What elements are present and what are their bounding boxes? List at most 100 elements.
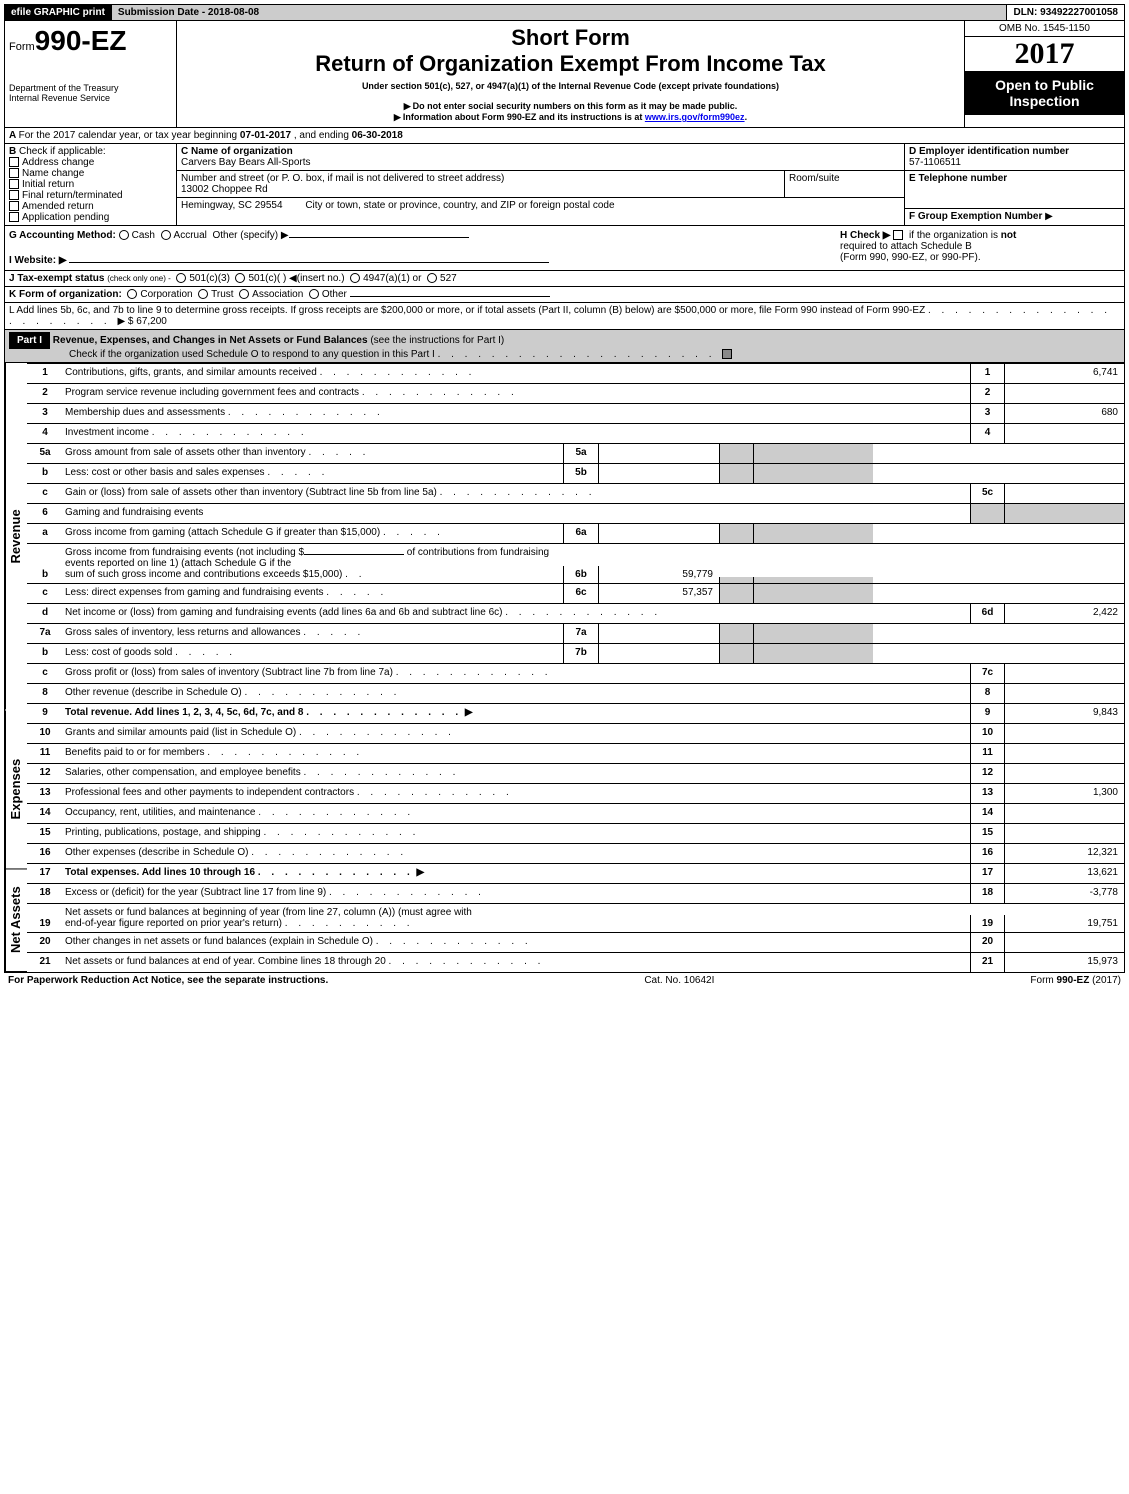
line-a-end: 06-30-2018: [352, 130, 403, 141]
line-16: 16 Other expenses (describe in Schedule …: [27, 843, 1124, 863]
irs-link[interactable]: www.irs.gov/form990ez: [645, 112, 745, 122]
city-state: Hemingway, SC 29554: [181, 200, 283, 211]
line-14: 14 Occupancy, rent, utilities, and maint…: [27, 803, 1124, 823]
submission-date: Submission Date - 2018-08-08: [111, 5, 1008, 20]
footer-right-post: (2017): [1089, 975, 1121, 986]
line-6: 6 Gaming and fundraising events: [27, 503, 1124, 523]
efile-label: efile GRAPHIC print: [5, 5, 111, 20]
line-a-pre: For the 2017 calendar year, or tax year …: [19, 130, 240, 141]
form-number: 990-EZ: [35, 25, 127, 56]
l-amount: ▶ $ 67,200: [117, 316, 166, 327]
page-footer: For Paperwork Reduction Act Notice, see …: [4, 973, 1125, 988]
h-pre: H Check ▶: [840, 230, 890, 241]
line-b: b Less: cost or other basis and sales ex…: [27, 463, 1124, 483]
line-a-begin: 07-01-2017: [240, 130, 291, 141]
note-ssn: Do not enter social security numbers on …: [413, 101, 738, 111]
checkbox-application-pending[interactable]: [9, 212, 19, 222]
expenses-label: Expenses: [5, 710, 27, 869]
open-to-public: Open to Public Inspection: [965, 71, 1124, 115]
part-i-label: Part I: [9, 332, 50, 349]
l-text: L Add lines 5b, 6c, and 7b to line 9 to …: [9, 305, 925, 316]
line-3: 3 Membership dues and assessments . . . …: [27, 403, 1124, 423]
radio-501c3[interactable]: [176, 273, 186, 283]
line-a: a Gross income from gaming (attach Sched…: [27, 523, 1124, 543]
line-11: 11 Benefits paid to or for members . . .…: [27, 743, 1124, 763]
j-sub: (check only one) -: [107, 274, 171, 283]
i-label: I Website: ▶: [9, 255, 67, 266]
city-label: City or town, state or province, country…: [305, 200, 614, 211]
g-label: G Accounting Method:: [9, 230, 116, 241]
h-text1: if the organization is: [909, 230, 998, 241]
line-a-mid: , and ending: [294, 130, 352, 141]
section-b: B Check if applicable: Address change Na…: [5, 144, 177, 225]
line-7a: 7a Gross sales of inventory, less return…: [27, 623, 1124, 643]
subtitle: Under section 501(c), 527, or 4947(a)(1)…: [181, 81, 960, 91]
line-d: d Net income or (loss) from gaming and f…: [27, 603, 1124, 623]
line-c: c Gross profit or (loss) from sales of i…: [27, 663, 1124, 683]
section-c: C Name of organization Carvers Bay Bears…: [177, 144, 904, 225]
line-c: c Less: direct expenses from gaming and …: [27, 583, 1124, 603]
part-i-check: Check if the organization used Schedule …: [69, 349, 435, 360]
f-label: F Group Exemption Number: [909, 211, 1042, 222]
radio-corporation[interactable]: [127, 289, 137, 299]
line-20: 20 Other changes in net assets or fund b…: [27, 932, 1124, 952]
radio-cash[interactable]: [119, 230, 129, 240]
header-left: Form990-EZ Department of the Treasury In…: [5, 21, 177, 127]
title-main: Return of Organization Exempt From Incom…: [181, 51, 960, 77]
footer-right-form: 990-EZ: [1057, 975, 1090, 986]
radio-other-org[interactable]: [309, 289, 319, 299]
footer-right-pre: Form: [1030, 975, 1056, 986]
header-center: Short Form Return of Organization Exempt…: [177, 21, 964, 127]
omb-number: OMB No. 1545-1150: [965, 21, 1124, 37]
h-text3: (Form 990, 990-EZ, or 990-PF).: [840, 252, 981, 263]
radio-501c[interactable]: [235, 273, 245, 283]
line-c: c Gain or (loss) from sale of assets oth…: [27, 483, 1124, 503]
k-label: K Form of organization:: [9, 289, 122, 300]
radio-association[interactable]: [239, 289, 249, 299]
radio-527[interactable]: [427, 273, 437, 283]
line-19: 19 Net assets or fund balances at beginn…: [27, 903, 1124, 932]
line-6b: b Gross income from fundraising events (…: [27, 543, 1124, 583]
line-21: 21 Net assets or fund balances at end of…: [27, 952, 1124, 972]
checkbox-schedule-b[interactable]: [893, 230, 903, 240]
line-4: 4 Investment income . . . . . . . . . . …: [27, 423, 1124, 443]
radio-4947[interactable]: [350, 273, 360, 283]
radio-trust[interactable]: [198, 289, 208, 299]
line-b: b Less: cost of goods sold . . . . . 7b: [27, 643, 1124, 663]
line-8: 8 Other revenue (describe in Schedule O)…: [27, 683, 1124, 703]
line-17: 17 Total expenses. Add lines 10 through …: [27, 863, 1124, 883]
checkbox-address-change[interactable]: [9, 157, 19, 167]
d-label: D Employer identification number: [909, 146, 1120, 157]
street-address: 13002 Choppee Rd: [181, 184, 780, 195]
top-bar: efile GRAPHIC print Submission Date - 20…: [4, 4, 1125, 21]
checkbox-name-change[interactable]: [9, 168, 19, 178]
line-15: 15 Printing, publications, postage, and …: [27, 823, 1124, 843]
addr-label: Number and street (or P. O. box, if mail…: [181, 173, 780, 184]
b-label: Check if applicable:: [19, 146, 106, 157]
line-12: 12 Salaries, other compensation, and emp…: [27, 763, 1124, 783]
line-13: 13 Professional fees and other payments …: [27, 783, 1124, 803]
note-info-post: .: [745, 112, 748, 122]
ein: 57-1106511: [909, 157, 1120, 168]
room-label: Room/suite: [789, 173, 900, 184]
dept-line2: Internal Revenue Service: [9, 93, 172, 103]
title-short: Short Form: [181, 25, 960, 51]
h-not: not: [1001, 230, 1017, 241]
checkbox-initial-return[interactable]: [9, 179, 19, 189]
line-18: 18 Excess or (deficit) for the year (Sub…: [27, 883, 1124, 903]
checkbox-final-return[interactable]: [9, 190, 19, 200]
org-name: Carvers Bay Bears All-Sports: [181, 157, 900, 168]
netassets-label: Net Assets: [5, 869, 27, 972]
part-i-sub: (see the instructions for Part I): [370, 335, 504, 346]
line-2: 2 Program service revenue including gove…: [27, 383, 1124, 403]
line-1: 1 Contributions, gifts, grants, and simi…: [27, 363, 1124, 383]
section-def: D Employer identification number 57-1106…: [904, 144, 1124, 225]
section-labels: Revenue Expenses Net Assets: [5, 363, 27, 972]
checkbox-schedule-o[interactable]: [722, 349, 732, 359]
checkbox-amended-return[interactable]: [9, 201, 19, 211]
line-5a: 5a Gross amount from sale of assets othe…: [27, 443, 1124, 463]
c-label: C Name of organization: [181, 146, 900, 157]
revenue-label: Revenue: [5, 363, 27, 710]
line-10: 10 Grants and similar amounts paid (list…: [27, 723, 1124, 743]
radio-accrual[interactable]: [161, 230, 171, 240]
